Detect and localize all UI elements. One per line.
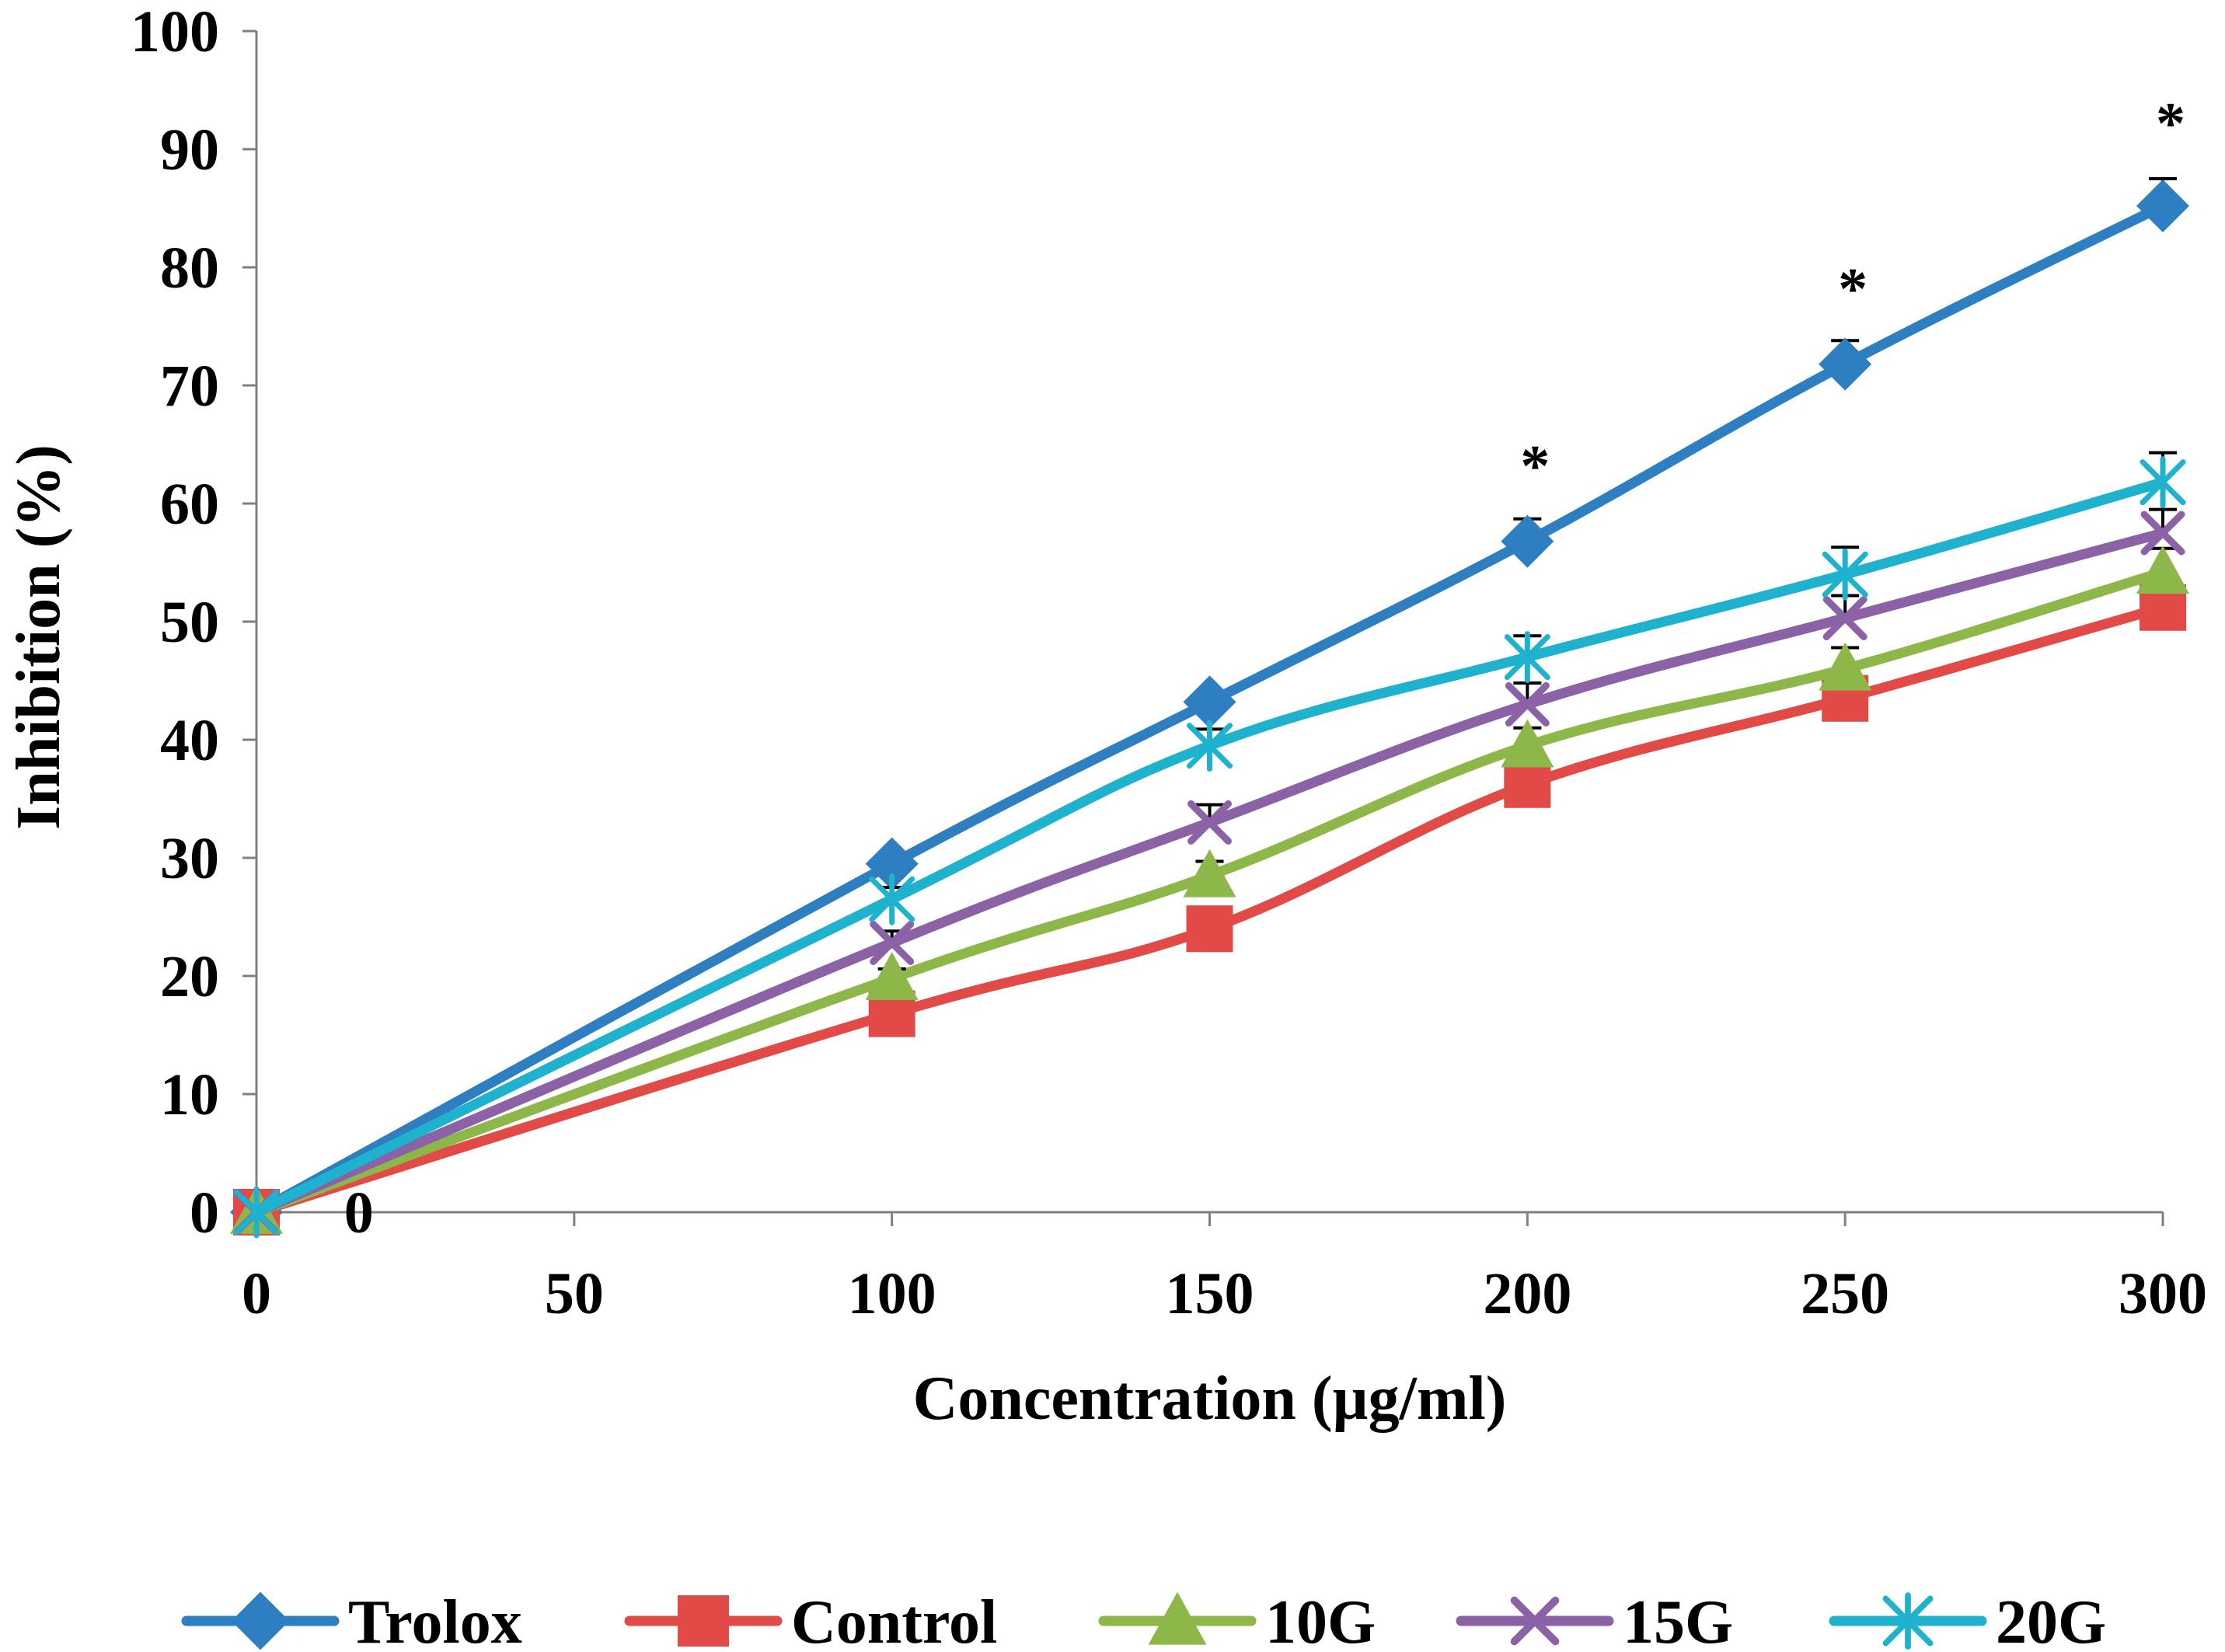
data-point-Trolox — [2136, 179, 2189, 232]
series-line-10G — [254, 566, 2164, 1218]
data-point-10G — [1501, 719, 1554, 768]
x-tick-label: 50 — [545, 1261, 604, 1326]
legend-item-20G: 20G — [1829, 1588, 2106, 1652]
data-point-15G — [870, 920, 915, 965]
legend-label: 10G — [1265, 1588, 1376, 1652]
y-tick-label: 70 — [160, 354, 219, 419]
legend-marker-15G — [1510, 1596, 1560, 1646]
data-point-Control — [1186, 905, 1233, 953]
series-line-20G — [254, 477, 2164, 1217]
data-point-15G — [1187, 800, 1232, 845]
axes: 0 10 20 30 40 50 60 70 80 90 100 0 50 100 150 200 250 300… — [5, 0, 2207, 1433]
data-point-10G — [1819, 642, 1872, 691]
data-point-10G — [2136, 545, 2189, 594]
y-tick-label: 20 — [160, 944, 219, 1009]
legend-label: Control — [791, 1588, 997, 1652]
legend-marker-10G — [1148, 1591, 1207, 1645]
data-point-Trolox — [1819, 337, 1872, 391]
legend-item-15G: 15G — [1456, 1588, 1733, 1652]
series-20G — [233, 451, 2186, 1239]
data-point-20G — [1822, 548, 1868, 601]
data-point-20G — [1504, 631, 1550, 683]
data-point-Trolox — [865, 837, 919, 890]
data-point-Trolox — [1501, 514, 1554, 568]
y-tick-label: 60 — [160, 472, 219, 537]
y-tick-label: 10 — [160, 1062, 219, 1127]
y-tick-label: 90 — [160, 117, 219, 183]
data-point-Trolox — [1183, 675, 1236, 729]
x-tick-label: 250 — [1801, 1261, 1889, 1326]
legend-marker-Control — [678, 1595, 729, 1647]
y-tick-label: 50 — [160, 590, 219, 655]
y-tick-label: 100 — [131, 0, 219, 64]
data-point-20G — [1187, 720, 1233, 772]
annotations: * * * 0 — [344, 91, 2185, 1246]
data-point-15G — [1822, 595, 1868, 640]
significance-asterisk: * — [1838, 256, 1868, 322]
significance-asterisk: * — [2156, 91, 2185, 156]
data-point-20G — [233, 1186, 280, 1239]
series-Trolox — [230, 177, 2189, 1239]
legend-item-Trolox: Trolox — [181, 1588, 522, 1652]
significance-asterisk: * — [1520, 434, 1550, 499]
data-point-20G — [869, 873, 915, 925]
series-line-Trolox — [253, 201, 2165, 1217]
x-tick-label: 200 — [1483, 1261, 1571, 1326]
x-tick-label: 100 — [848, 1261, 936, 1326]
legend-item-Control: Control — [624, 1588, 997, 1652]
data-point-20G — [2140, 456, 2186, 509]
data-point-15G — [2140, 511, 2185, 556]
data-point-10G — [1183, 849, 1236, 897]
y-tick-label: 30 — [160, 826, 219, 891]
data-point-10G — [865, 952, 919, 1000]
legend-marker-Trolox — [231, 1591, 290, 1650]
legend-item-10G: 10G — [1098, 1588, 1376, 1652]
y-axis-title: Inhibition (%) — [5, 444, 73, 830]
plot-area — [230, 177, 2189, 1239]
data-point-15G — [1505, 681, 1550, 727]
y-tick-label: 0 — [190, 1180, 219, 1246]
legend-label: 15G — [1623, 1588, 1733, 1652]
legend-label: Trolox — [348, 1588, 522, 1652]
x-axis-title: Concentration (µg/ml) — [913, 1364, 1507, 1433]
legend: Trolox Control 10G 15G 20G — [181, 1588, 2106, 1652]
y-tick-label: 80 — [160, 235, 219, 301]
series-10G — [230, 545, 2189, 1234]
data-point-Control — [1504, 761, 1551, 808]
y-tick-label: 40 — [160, 708, 219, 773]
data-label: 0 — [344, 1180, 374, 1246]
x-tick-label: 300 — [2119, 1261, 2207, 1326]
x-tick-label: 0 — [242, 1261, 271, 1326]
x-tick-label: 150 — [1166, 1261, 1254, 1326]
series-line-15G — [254, 528, 2164, 1217]
legend-marker-20G — [1882, 1592, 1934, 1650]
legend-label: 20G — [1996, 1588, 2106, 1652]
